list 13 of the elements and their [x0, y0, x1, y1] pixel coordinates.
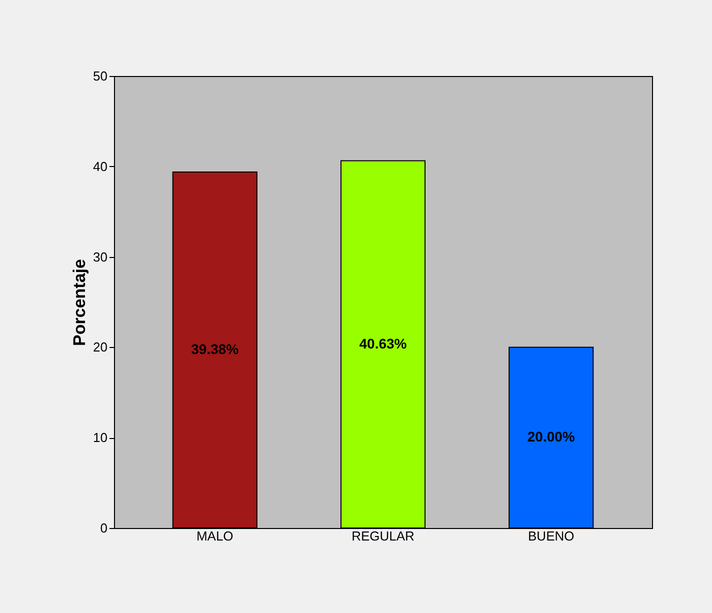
- data-label: 39.38%: [191, 341, 240, 357]
- data-label: 40.63%: [359, 335, 408, 352]
- y-tick-label: 0: [100, 520, 108, 536]
- y-tick-label: 50: [93, 68, 108, 84]
- y-tick-label: 40: [93, 158, 108, 174]
- y-tick-label: 20: [93, 340, 108, 355]
- x-tick-label: MALO: [196, 528, 234, 544]
- y-axis-title: Porcentaje: [70, 259, 90, 346]
- x-tick-label: BUENO: [528, 528, 574, 544]
- x-tick-label: REGULAR: [352, 528, 414, 544]
- y-tick-label: 30: [93, 249, 108, 264]
- data-label: 20.00%: [527, 428, 576, 445]
- y-tick-label: 10: [93, 430, 108, 446]
